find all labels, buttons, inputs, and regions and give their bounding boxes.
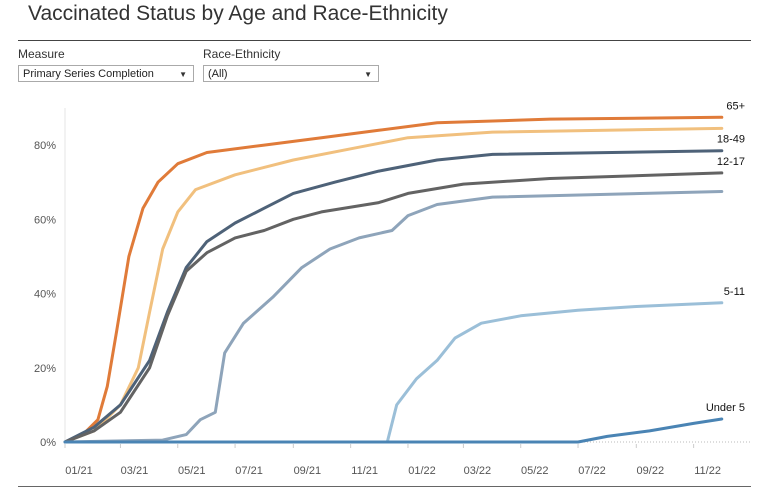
series-label: 12-17: [717, 156, 745, 168]
chevron-down-icon: ▼: [179, 70, 187, 79]
page-title: Vaccinated Status by Age and Race-Ethnic…: [28, 2, 448, 25]
x-tick-label: 05/21: [178, 465, 206, 477]
vaccination-line-chart: 0% 20% 40% 60% 80% 01/21 03/21 05/21 07/21 09/21 1…: [34, 100, 750, 477]
series-line: [63, 417, 724, 444]
x-tick-label: 01/21: [65, 465, 93, 477]
bottom-divider: [18, 486, 751, 487]
series-label: 5-11: [724, 286, 745, 298]
title-divider: [18, 40, 751, 41]
series-line: [63, 171, 724, 444]
x-tick-label: 11/22: [694, 465, 721, 477]
y-tick-label: 20%: [34, 363, 56, 375]
race-label: Race-Ethnicity: [203, 47, 281, 61]
series-line: [63, 115, 724, 444]
x-tick-label: 07/21: [235, 465, 263, 477]
x-tick-label: 03/22: [464, 465, 492, 477]
y-tick-label: 60%: [34, 214, 56, 226]
measure-dropdown[interactable]: Primary Series Completion ▼: [18, 65, 194, 82]
x-tick-label: 09/22: [637, 465, 665, 477]
chevron-down-icon: ▼: [364, 70, 372, 79]
series-label: Under 5: [706, 402, 745, 414]
series-line: [63, 190, 724, 444]
series-line: [63, 149, 724, 444]
y-tick-label: 0%: [40, 437, 56, 449]
y-tick-label: 80%: [34, 140, 56, 152]
series-label: 18-49: [717, 134, 745, 146]
y-tick-label: 40%: [34, 289, 56, 301]
series-line: [63, 301, 724, 444]
measure-filter: Measure Primary Series Completion ▼: [18, 46, 194, 82]
x-tick-label: 05/22: [521, 465, 549, 477]
measure-label: Measure: [18, 47, 65, 61]
x-tick-label: 01/22: [408, 465, 436, 477]
race-filter: Race-Ethnicity (All) ▼: [203, 46, 379, 82]
measure-value: Primary Series Completion: [23, 68, 154, 80]
x-tick-label: 03/21: [121, 465, 149, 477]
x-tick-label: 11/21: [351, 465, 378, 477]
race-value: (All): [208, 68, 228, 80]
race-dropdown[interactable]: (All) ▼: [203, 65, 379, 82]
series-label: 65+: [726, 100, 745, 112]
x-tick-label: 09/21: [294, 465, 322, 477]
x-tick-label: 07/22: [578, 465, 606, 477]
